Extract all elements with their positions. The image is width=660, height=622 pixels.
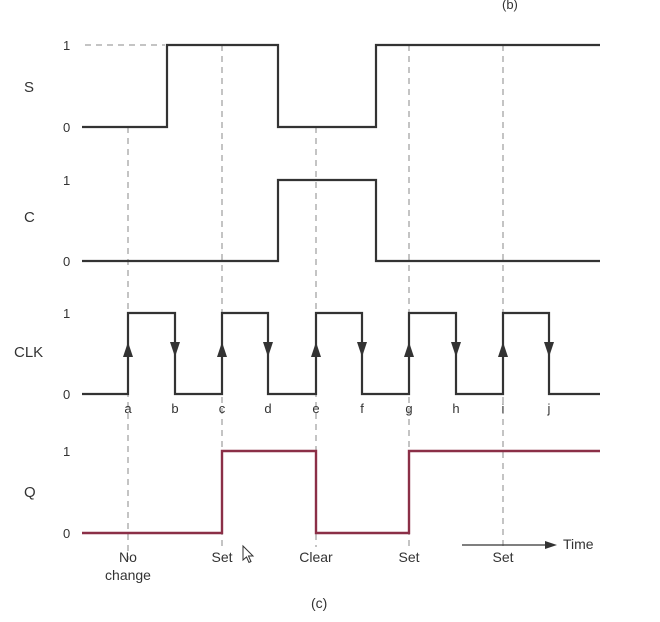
time-axis-label: Time — [563, 536, 594, 552]
clk-edge-label-g: g — [405, 401, 412, 416]
clk-rising-edge-arrow-c — [217, 342, 227, 357]
signal-clk-name: CLK — [14, 344, 43, 361]
signal-s-level-0: 0 — [63, 120, 70, 135]
outcome-label-set-c: Set — [211, 549, 232, 565]
clk-edge-label-c: c — [219, 401, 226, 416]
clk-rising-edge-arrow-i — [498, 342, 508, 357]
clk-rising-edge-arrow-a — [123, 342, 133, 357]
signal-q-waveform — [82, 449, 600, 535]
clk-edge-label-a: a — [124, 401, 132, 416]
signal-s-level-1: 1 — [63, 38, 70, 53]
outcome-label-no-change-line1: No — [119, 549, 137, 565]
signal-q: Q 1 0 — [24, 444, 600, 541]
clk-falling-edge-arrow-b — [170, 342, 180, 357]
signal-c-level-1: 1 — [63, 173, 70, 188]
signal-clk-level-1: 1 — [63, 306, 70, 321]
figure-label-c: (c) — [311, 595, 327, 611]
signal-s: S 1 0 — [24, 38, 600, 135]
clk-edge-label-j: j — [547, 401, 551, 416]
clk-edge-label-f: f — [360, 401, 364, 416]
time-axis: Time — [462, 536, 594, 552]
mouse-pointer-icon — [242, 544, 255, 564]
signal-clk: CLK 1 0 a b c d e f g h i j — [14, 306, 600, 416]
outcome-label-set-g: Set — [398, 549, 419, 565]
signal-q-level-1: 1 — [63, 444, 70, 459]
event-guides — [85, 44, 504, 560]
clk-edge-label-d: d — [264, 401, 271, 416]
signal-c-level-0: 0 — [63, 254, 70, 269]
clk-falling-edge-arrow-h — [451, 342, 461, 357]
figure-label-b: (b) — [502, 0, 518, 12]
clk-edge-label-e: e — [312, 401, 319, 416]
clk-edge-label-h: h — [452, 401, 459, 416]
signal-clk-waveform — [82, 311, 600, 396]
outcome-label-clear-e: Clear — [299, 549, 333, 565]
signal-s-name: S — [24, 79, 34, 96]
signal-q-name: Q — [24, 484, 36, 501]
outcome-label-set-i: Set — [492, 549, 513, 565]
signal-s-waveform — [82, 43, 600, 129]
signal-q-level-0: 0 — [63, 526, 70, 541]
outcome-label-no-change-line2: change — [105, 567, 151, 583]
clk-falling-edge-arrow-d — [263, 342, 273, 357]
clk-falling-edge-arrow-j — [544, 342, 554, 357]
clk-rising-edge-arrow-g — [404, 342, 414, 357]
clk-falling-edge-arrow-f — [357, 342, 367, 357]
clk-rising-edge-arrow-e — [311, 342, 321, 357]
time-axis-arrowhead — [545, 541, 557, 549]
signal-clk-level-0: 0 — [63, 387, 70, 402]
clk-edge-label-b: b — [171, 401, 178, 416]
signal-c: C 1 0 — [24, 173, 600, 269]
clk-edge-label-i: i — [502, 401, 505, 416]
signal-c-waveform — [82, 178, 600, 263]
outcome-labels: No change Set Clear Set Set — [105, 549, 514, 583]
signal-c-name: C — [24, 209, 35, 226]
